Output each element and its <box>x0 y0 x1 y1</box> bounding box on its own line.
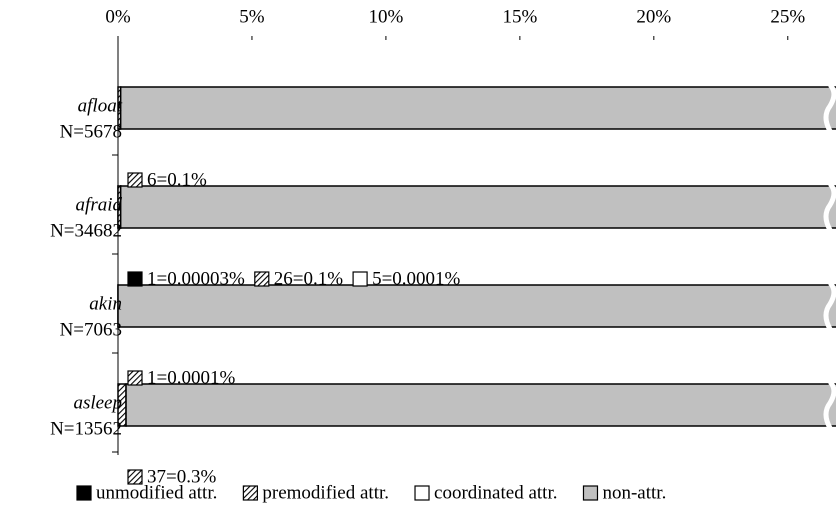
axis-break <box>823 83 836 133</box>
value-label-swatch <box>127 172 143 188</box>
value-label: 37=0.3% <box>147 466 216 487</box>
value-label: 1=0.0001% <box>147 367 235 388</box>
value-label-swatch <box>127 370 143 386</box>
axis-break <box>823 182 836 232</box>
value-label: 26=0.1% <box>274 268 343 289</box>
axis-break <box>823 281 836 331</box>
category-label: akin <box>89 293 122 314</box>
value-label: 1=0.00003% <box>147 268 245 289</box>
x-tick-label: 20% <box>636 6 671 27</box>
value-label: 5=0.0001% <box>372 268 460 289</box>
legend-swatch <box>414 485 430 501</box>
category-count: N=7063 <box>60 319 122 340</box>
x-tick-label: 15% <box>502 6 537 27</box>
value-label-swatch <box>127 271 143 287</box>
category-count: N=5678 <box>60 121 122 142</box>
bar-segment <box>119 185 836 229</box>
legend-swatch <box>582 485 599 501</box>
bars <box>117 86 836 427</box>
category-label: asleep <box>73 392 122 413</box>
bar-segment <box>119 86 836 130</box>
x-tick-label: 25% <box>770 6 805 27</box>
x-tick-label: 10% <box>368 6 403 27</box>
axis-break <box>823 380 836 430</box>
category-label: afloat <box>78 95 123 116</box>
x-tick-label: 0% <box>105 6 131 27</box>
value-label: 6=0.1% <box>147 169 207 190</box>
bar-segment <box>117 284 836 328</box>
legend-label: non-attr. <box>602 482 666 503</box>
legend-swatch <box>242 485 258 501</box>
value-label-swatch <box>127 469 143 485</box>
category-count: N=34682 <box>50 220 122 241</box>
legend-swatch <box>76 485 92 501</box>
bar-segment <box>125 383 836 427</box>
category-label: afraid <box>76 194 123 215</box>
legend-label: coordinated attr. <box>434 482 557 503</box>
x-tick-label: 5% <box>239 6 265 27</box>
value-label-swatch <box>254 271 270 287</box>
legend-label: unmodified attr. <box>96 482 217 503</box>
legend-label: premodified attr. <box>262 482 389 503</box>
category-count: N=13562 <box>50 418 122 439</box>
value-label-swatch <box>352 271 368 287</box>
